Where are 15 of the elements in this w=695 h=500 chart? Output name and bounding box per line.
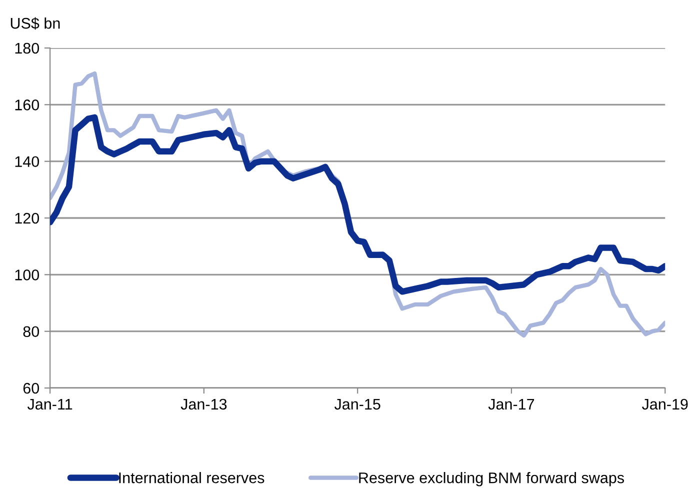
legend-label: Reserve excluding BNM forward swaps <box>359 472 624 486</box>
y-tick-label: 100 <box>15 270 40 280</box>
y-tick-label: 60 <box>23 382 40 394</box>
y-tick-label: 140 <box>15 156 40 168</box>
x-tick-label: Jan-15 <box>334 398 380 410</box>
legend-label: International reserves <box>119 472 264 484</box>
y-tick-label: 160 <box>15 100 40 110</box>
x-tick-label: Jan-17 <box>488 398 534 410</box>
y-tick-label: 120 <box>15 212 40 224</box>
x-tick-label: Jan-11 <box>27 398 72 410</box>
x-tick-label: Jan-19 <box>642 398 688 410</box>
y-tick-label: 80 <box>23 326 40 338</box>
y-axis-title: US$ bn <box>10 17 60 30</box>
y-tick-label: 180 <box>15 42 40 54</box>
x-tick-label: Jan-13 <box>180 398 227 410</box>
